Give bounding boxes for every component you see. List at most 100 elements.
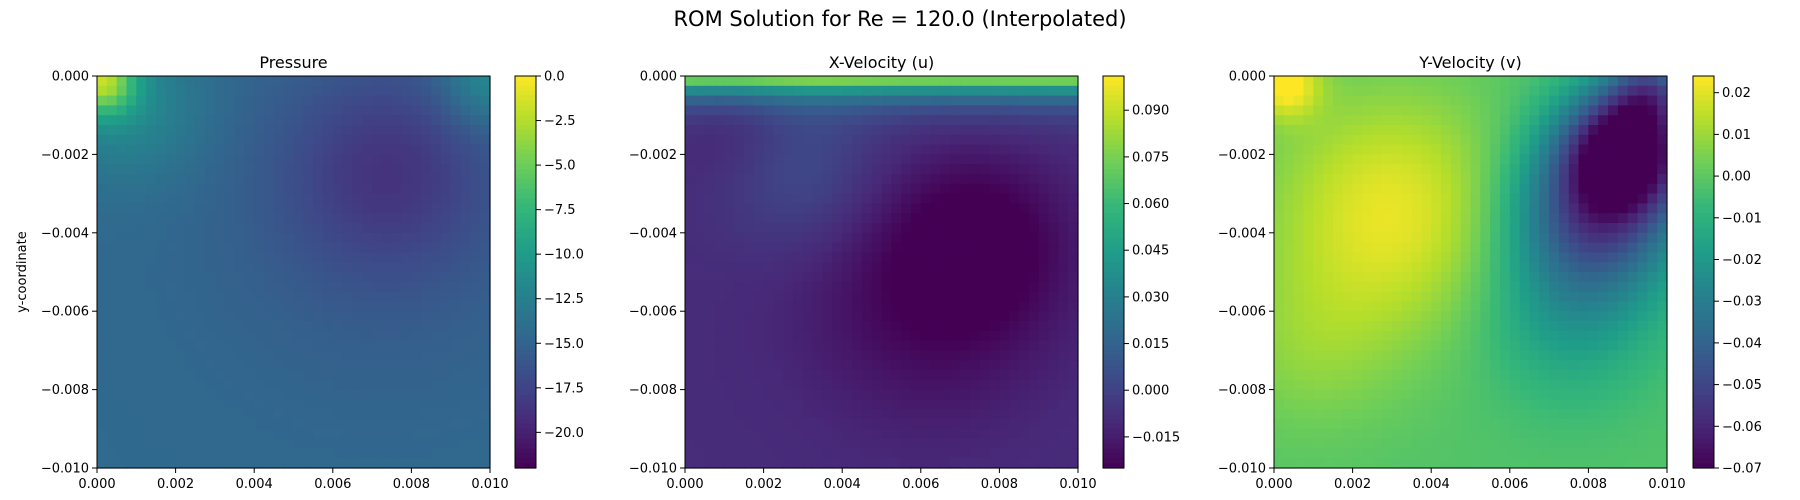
heatmap-cell [694,154,706,165]
heatmap-cell [1048,134,1059,146]
heatmap-cell [1460,360,1472,371]
heatmap-cell [254,232,265,244]
heatmap-cell [1411,144,1422,155]
heatmap-cell [793,76,804,87]
heatmap-cell [480,85,491,97]
heatmap-cell [783,223,794,234]
heatmap-cell [1048,428,1059,440]
heatmap-cell [1421,360,1432,371]
heatmap-cell [812,438,824,449]
heatmap-cell [753,154,765,165]
heatmap-cell [734,419,745,430]
heatmap-cell [244,272,255,283]
heatmap-cell [1431,321,1442,332]
heatmap-cell [743,144,755,155]
heatmap-cell [861,350,873,361]
heatmap-cell [1450,115,1462,126]
heatmap-cell [920,340,932,351]
heatmap-cell [1342,174,1354,185]
heatmap-cell [1519,134,1531,146]
heatmap-cell [431,154,442,165]
heatmap-cell [1450,291,1462,302]
heatmap-cell [352,174,363,185]
heatmap-cell [322,95,334,106]
heatmap-cell [1019,272,1030,283]
heatmap-cell [1637,174,1648,185]
heatmap-cell [901,242,912,253]
heatmap-cell [1431,232,1442,244]
heatmap-cell [450,379,462,391]
heatmap-cell [1293,340,1305,351]
heatmap-cell [460,281,471,293]
heatmap-cell [381,350,393,361]
heatmap-cell [460,115,471,126]
heatmap-cell [1068,144,1079,155]
heatmap-cell [704,448,716,459]
heatmap-cell [1421,281,1432,293]
heatmap-cell [175,340,187,351]
heatmap-cell [1411,134,1422,146]
heatmap-cell [273,164,285,175]
heatmap-cell [1637,281,1648,293]
heatmap-cell [734,360,745,371]
heatmap-cell [1470,183,1481,195]
heatmap-cell [1568,272,1580,283]
heatmap-cell [871,193,883,204]
heatmap-cell [126,144,137,155]
heatmap-cell [753,115,765,126]
heatmap-cell [1009,272,1020,283]
heatmap-cell [714,419,725,430]
heatmap-cell [1529,154,1540,165]
heatmap-cell [802,379,814,391]
heatmap-cell [1009,85,1020,97]
heatmap-cell [175,105,187,116]
heatmap-cell [704,321,716,332]
heatmap-cell [195,154,206,165]
heatmap-cell [126,85,137,97]
heatmap-cell [1608,389,1619,400]
colorbar-segment [1103,360,1124,366]
heatmap-cell [155,379,167,391]
heatmap-cell [773,76,784,87]
heatmap-cell [1480,428,1491,440]
heatmap-cell [1490,409,1501,420]
heatmap-cell [1647,291,1658,302]
colorbar-segment [1103,80,1124,87]
heatmap-cell [920,458,932,469]
heatmap-cell [1372,144,1383,155]
heatmap-cell [1529,262,1540,273]
heatmap-cell [352,301,363,312]
heatmap-cell [106,428,118,440]
heatmap-cell [1480,262,1491,273]
heatmap-cell [871,330,883,342]
heatmap-cell [802,272,814,283]
heatmap-cell [724,272,735,283]
heatmap-cell [822,330,833,342]
heatmap-cell [254,389,265,400]
heatmap-cell [1608,213,1619,224]
y-tick-label: −0.004 [41,226,89,241]
heatmap-cell [1009,281,1020,293]
heatmap-cell [1342,85,1354,97]
heatmap-cell [832,252,843,263]
heatmap-cell [1362,252,1373,263]
heatmap-cell [1019,203,1030,214]
heatmap-cell [1450,144,1462,155]
heatmap-cell [391,203,403,214]
heatmap-cell [224,360,236,371]
heatmap-cell [283,281,295,293]
heatmap-cell [763,76,775,87]
heatmap-cell [1509,419,1521,430]
heatmap-cell [106,164,118,175]
heatmap-cell [812,223,824,234]
heatmap-cell [1490,134,1501,146]
heatmap-cell [1421,438,1432,449]
heatmap-cell [146,311,157,322]
heatmap-cell [901,203,912,214]
heatmap-cell [861,448,873,459]
heatmap-cell [97,174,108,185]
heatmap-cell [1529,85,1540,97]
heatmap-cell [734,242,745,253]
heatmap-cell [106,232,118,244]
